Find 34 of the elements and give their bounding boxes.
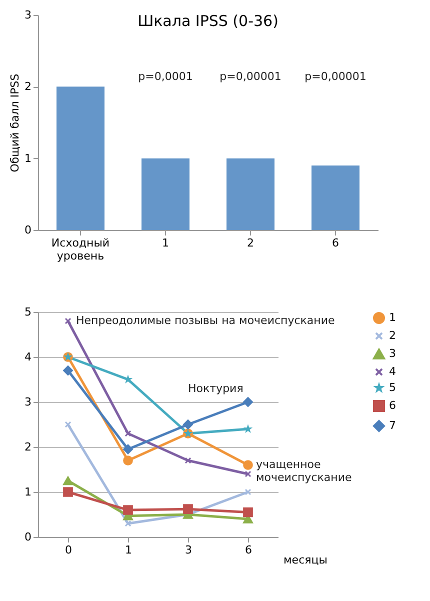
y-tick-label: 0 [24,224,32,236]
x-tick-label: 1 [125,544,132,556]
legend-label: 4 [389,365,396,378]
legend-label: 1 [389,311,396,324]
annotation: Непреодолимые позывы на мочеиспускание [76,314,335,327]
legend-label: 5 [389,381,396,394]
y-tick-label: 2 [24,80,32,94]
y-axis-title: Общий балл IPSS [8,74,22,172]
x-tick-label: 3 [185,544,192,556]
x-tick-label: 6 [332,236,339,250]
annotation: учащенное мочеиспускание [256,458,352,484]
chart-title: Шкала IPSS (0-36) [138,12,278,30]
legend-label: 7 [389,419,396,432]
x-tick-label: Исходный уровень [51,236,110,262]
x-tick-label: 2 [247,236,254,250]
legend-label: 3 [389,347,396,360]
x-tick-label: 6 [245,544,252,556]
y-tick-label: 4 [24,350,32,364]
legend-label: 6 [389,399,396,412]
y-tick-label: 1 [24,152,32,165]
y-tick-label: 2 [24,440,32,454]
x-axis-title: месяцы [284,554,328,566]
y-tick-label: 3 [24,8,32,22]
legend-label: 2 [389,329,396,342]
x-tick-label: 0 [65,544,72,556]
x-tick-label: 1 [162,236,169,250]
annotation: p=0,00001 [304,70,366,83]
y-tick-label: 5 [24,306,32,318]
y-tick-label: 3 [24,396,32,408]
annotation: p=0,0001 [138,70,193,83]
y-tick-label: 1 [24,486,32,498]
annotation: p=0,00001 [220,70,282,83]
annotation: Ноктурия [188,382,244,395]
y-tick-label: 0 [24,530,32,544]
